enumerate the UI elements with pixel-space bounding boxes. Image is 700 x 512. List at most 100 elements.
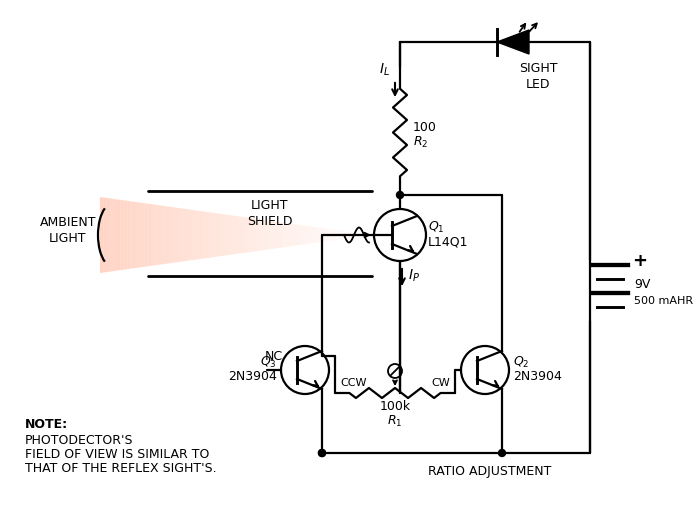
Text: 9V: 9V <box>634 279 650 291</box>
Polygon shape <box>202 211 205 259</box>
Polygon shape <box>256 219 260 251</box>
Polygon shape <box>263 220 267 250</box>
Polygon shape <box>246 218 250 252</box>
Polygon shape <box>141 203 144 267</box>
Polygon shape <box>209 212 212 258</box>
Text: 100k: 100k <box>379 400 411 414</box>
Polygon shape <box>290 224 294 246</box>
Polygon shape <box>267 220 270 250</box>
Polygon shape <box>175 207 178 263</box>
Text: SIGHT
LED: SIGHT LED <box>519 62 557 91</box>
Polygon shape <box>318 227 321 243</box>
Circle shape <box>498 450 505 457</box>
Polygon shape <box>345 231 348 239</box>
Polygon shape <box>216 213 219 257</box>
Polygon shape <box>226 215 229 255</box>
Polygon shape <box>158 205 161 265</box>
Text: 2N3904: 2N3904 <box>228 371 277 383</box>
Polygon shape <box>151 204 155 266</box>
Polygon shape <box>232 216 236 254</box>
Polygon shape <box>270 221 274 249</box>
Polygon shape <box>348 231 351 238</box>
Polygon shape <box>155 205 158 265</box>
Polygon shape <box>117 199 120 271</box>
Polygon shape <box>276 222 280 248</box>
Polygon shape <box>260 219 263 251</box>
Text: $Q_1$: $Q_1$ <box>428 220 444 234</box>
Text: 500 mAHR: 500 mAHR <box>634 296 693 306</box>
Text: NOTE:: NOTE: <box>25 418 68 431</box>
Polygon shape <box>120 200 124 270</box>
Polygon shape <box>148 204 151 266</box>
Text: 2N3904: 2N3904 <box>513 371 562 383</box>
Polygon shape <box>205 212 209 258</box>
Polygon shape <box>236 216 239 254</box>
Text: $I_P$: $I_P$ <box>408 268 420 284</box>
Polygon shape <box>178 208 181 262</box>
Polygon shape <box>113 199 117 271</box>
Polygon shape <box>168 206 172 264</box>
Polygon shape <box>199 211 202 259</box>
Polygon shape <box>280 222 284 248</box>
Text: RATIO ADJUSTMENT: RATIO ADJUSTMENT <box>428 464 552 478</box>
Text: $I_L$: $I_L$ <box>379 61 390 78</box>
Polygon shape <box>497 30 529 54</box>
Polygon shape <box>181 208 185 262</box>
Text: PHOTODECTOR'S: PHOTODECTOR'S <box>25 434 134 447</box>
Polygon shape <box>274 221 276 249</box>
Text: $R_2$: $R_2$ <box>413 135 428 150</box>
Text: CCW: CCW <box>340 378 367 388</box>
Polygon shape <box>239 217 243 253</box>
Circle shape <box>318 450 326 457</box>
Polygon shape <box>124 200 127 270</box>
Polygon shape <box>331 229 335 241</box>
Text: NC: NC <box>265 350 283 362</box>
Polygon shape <box>298 225 300 245</box>
Polygon shape <box>229 215 232 255</box>
Text: $Q_3$: $Q_3$ <box>260 354 277 370</box>
Text: LIGHT
SHIELD: LIGHT SHIELD <box>247 199 293 228</box>
Polygon shape <box>104 198 107 272</box>
Polygon shape <box>127 201 131 269</box>
Polygon shape <box>328 229 331 241</box>
Text: FIELD OF VIEW IS SIMILAR TO: FIELD OF VIEW IS SIMILAR TO <box>25 448 209 461</box>
Polygon shape <box>250 218 253 252</box>
Text: $R_1$: $R_1$ <box>387 414 402 429</box>
Polygon shape <box>243 217 246 253</box>
Polygon shape <box>335 230 338 240</box>
Polygon shape <box>253 219 256 251</box>
Polygon shape <box>304 225 307 245</box>
Polygon shape <box>219 214 223 257</box>
Polygon shape <box>287 223 290 247</box>
Text: $Q_2$: $Q_2$ <box>513 354 529 370</box>
Polygon shape <box>188 209 192 261</box>
Polygon shape <box>223 214 226 256</box>
Polygon shape <box>134 202 137 268</box>
Polygon shape <box>107 198 110 272</box>
Text: THAT OF THE REFLEX SIGHT'S.: THAT OF THE REFLEX SIGHT'S. <box>25 462 216 475</box>
Polygon shape <box>284 223 287 247</box>
Polygon shape <box>161 205 164 265</box>
Polygon shape <box>185 209 188 261</box>
Circle shape <box>396 191 403 199</box>
Polygon shape <box>311 226 314 244</box>
Polygon shape <box>131 201 134 269</box>
Polygon shape <box>172 207 175 263</box>
Polygon shape <box>192 210 195 260</box>
Text: AMBIENT
LIGHT: AMBIENT LIGHT <box>40 216 97 245</box>
Polygon shape <box>342 231 345 239</box>
Polygon shape <box>212 212 216 258</box>
Polygon shape <box>300 225 304 245</box>
Text: L14Q1: L14Q1 <box>428 236 468 248</box>
Polygon shape <box>307 226 311 244</box>
Text: 100: 100 <box>413 121 437 134</box>
Polygon shape <box>110 199 113 271</box>
Polygon shape <box>321 228 324 242</box>
Polygon shape <box>164 206 168 264</box>
Polygon shape <box>324 228 328 242</box>
Text: CW: CW <box>431 378 450 388</box>
Polygon shape <box>100 197 104 273</box>
Circle shape <box>318 450 326 457</box>
Polygon shape <box>195 210 199 260</box>
Polygon shape <box>338 230 342 240</box>
